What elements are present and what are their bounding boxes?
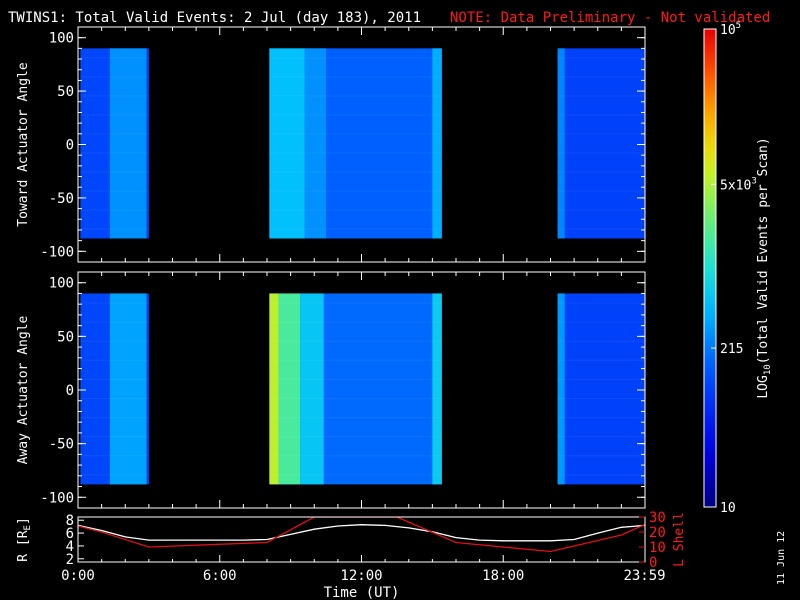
y-tick-label: 0: [66, 138, 74, 154]
y-left-axis-label-sub: E: [23, 525, 33, 530]
y-left-tick-label: 2: [66, 552, 74, 568]
y-axis-label: Away Actuator Angle: [16, 315, 31, 464]
l-shell-series-line: [78, 517, 645, 553]
y-left-axis-label-end: ]: [16, 517, 31, 525]
y-right-tick-label: 0: [649, 555, 657, 571]
x-tick-label: 23:59: [623, 568, 665, 584]
y-right-tick-label: 10: [649, 540, 666, 556]
colorbar-tick-label: 10: [720, 501, 736, 516]
preliminary-note: NOTE: Data Preliminary - Not validated: [450, 10, 770, 26]
heatmap-band: [269, 48, 305, 239]
colorbar-tick-label: 105: [720, 21, 741, 38]
away-heatmap-panel: 100 50 0 -50 -100 Away Actuator Angle: [16, 271, 646, 509]
date-stamp: 11 Jun 12: [776, 531, 787, 585]
colorbar-label-rest: (Total Valid Events per Scan): [756, 137, 771, 364]
heatmap-band: [300, 293, 324, 485]
y-tick-label: -100: [40, 244, 74, 260]
y-tick-label: 50: [57, 329, 74, 345]
heatmap-band: [109, 293, 147, 485]
toward-heatmap-panel: 100 50 0 -50 -100 Toward Actuator Angle: [16, 26, 646, 263]
colorbar-tick-exp: 5: [736, 21, 741, 31]
heatmap-band: [109, 48, 147, 239]
heatmap-band: [269, 293, 279, 485]
r-series-line: [78, 524, 645, 542]
colorbar-label-sub: 10: [763, 364, 773, 375]
colorbar-tick-base: 5x10: [720, 178, 751, 193]
colorbar-label: LOG10(Total Valid Events per Scan): [756, 137, 773, 398]
colorbar-frame: [703, 28, 717, 508]
y-tick-label: -100: [40, 490, 74, 506]
y-left-tick-label: 8: [66, 513, 74, 529]
heatmap-segment: [557, 293, 645, 485]
colorbar-tick-label: 5x103: [720, 176, 757, 193]
heatmap-segment: [557, 48, 645, 239]
colorbar-tick-base: 215: [720, 342, 743, 357]
chart-title: TWINS1: Total Valid Events: 2 Jul (day 1…: [8, 10, 421, 26]
x-tick-label: 12:00: [340, 568, 382, 584]
y-tick-label: 100: [49, 31, 74, 47]
y-axis-label: Toward Actuator Angle: [16, 62, 31, 227]
y-right-tick-label: 20: [649, 525, 666, 541]
colorbar-tick-base: 10: [720, 501, 736, 516]
y-left-tick-label: 4: [66, 539, 74, 555]
y-left-axis-label: R [RE]: [16, 517, 33, 562]
heatmap-band: [557, 48, 565, 239]
x-tick-label: 0:00: [61, 568, 95, 584]
y-left-axis-label-main: R [R: [16, 530, 31, 561]
heatmap-band: [278, 293, 301, 485]
y-right-axis-label: L Shell: [672, 512, 687, 567]
heatmap-band: [432, 293, 442, 485]
colorbar-tick-exp: 3: [751, 176, 756, 186]
x-tick-label: 18:00: [482, 568, 524, 584]
y-right-tick-label: 30: [649, 510, 666, 526]
y-tick-label: 100: [49, 276, 74, 292]
y-tick-label: 0: [66, 383, 74, 399]
heatmap-band: [557, 293, 565, 485]
y-tick-label: -50: [49, 191, 74, 207]
x-tick-label: 6:00: [203, 568, 237, 584]
heatmap-band: [304, 48, 327, 239]
x-axis-label: Time (UT): [324, 585, 400, 600]
colorbar-gradient: [704, 29, 716, 507]
y-left-tick-label: 6: [66, 526, 74, 542]
colorbar-label-main: LOG: [756, 375, 771, 399]
y-tick-label: -50: [49, 437, 74, 453]
colorbar-tick-label: 215: [720, 342, 743, 357]
y-tick-label: 50: [57, 84, 74, 100]
heatmap-band: [432, 48, 442, 239]
colorbar-tick-base: 10: [720, 23, 736, 38]
